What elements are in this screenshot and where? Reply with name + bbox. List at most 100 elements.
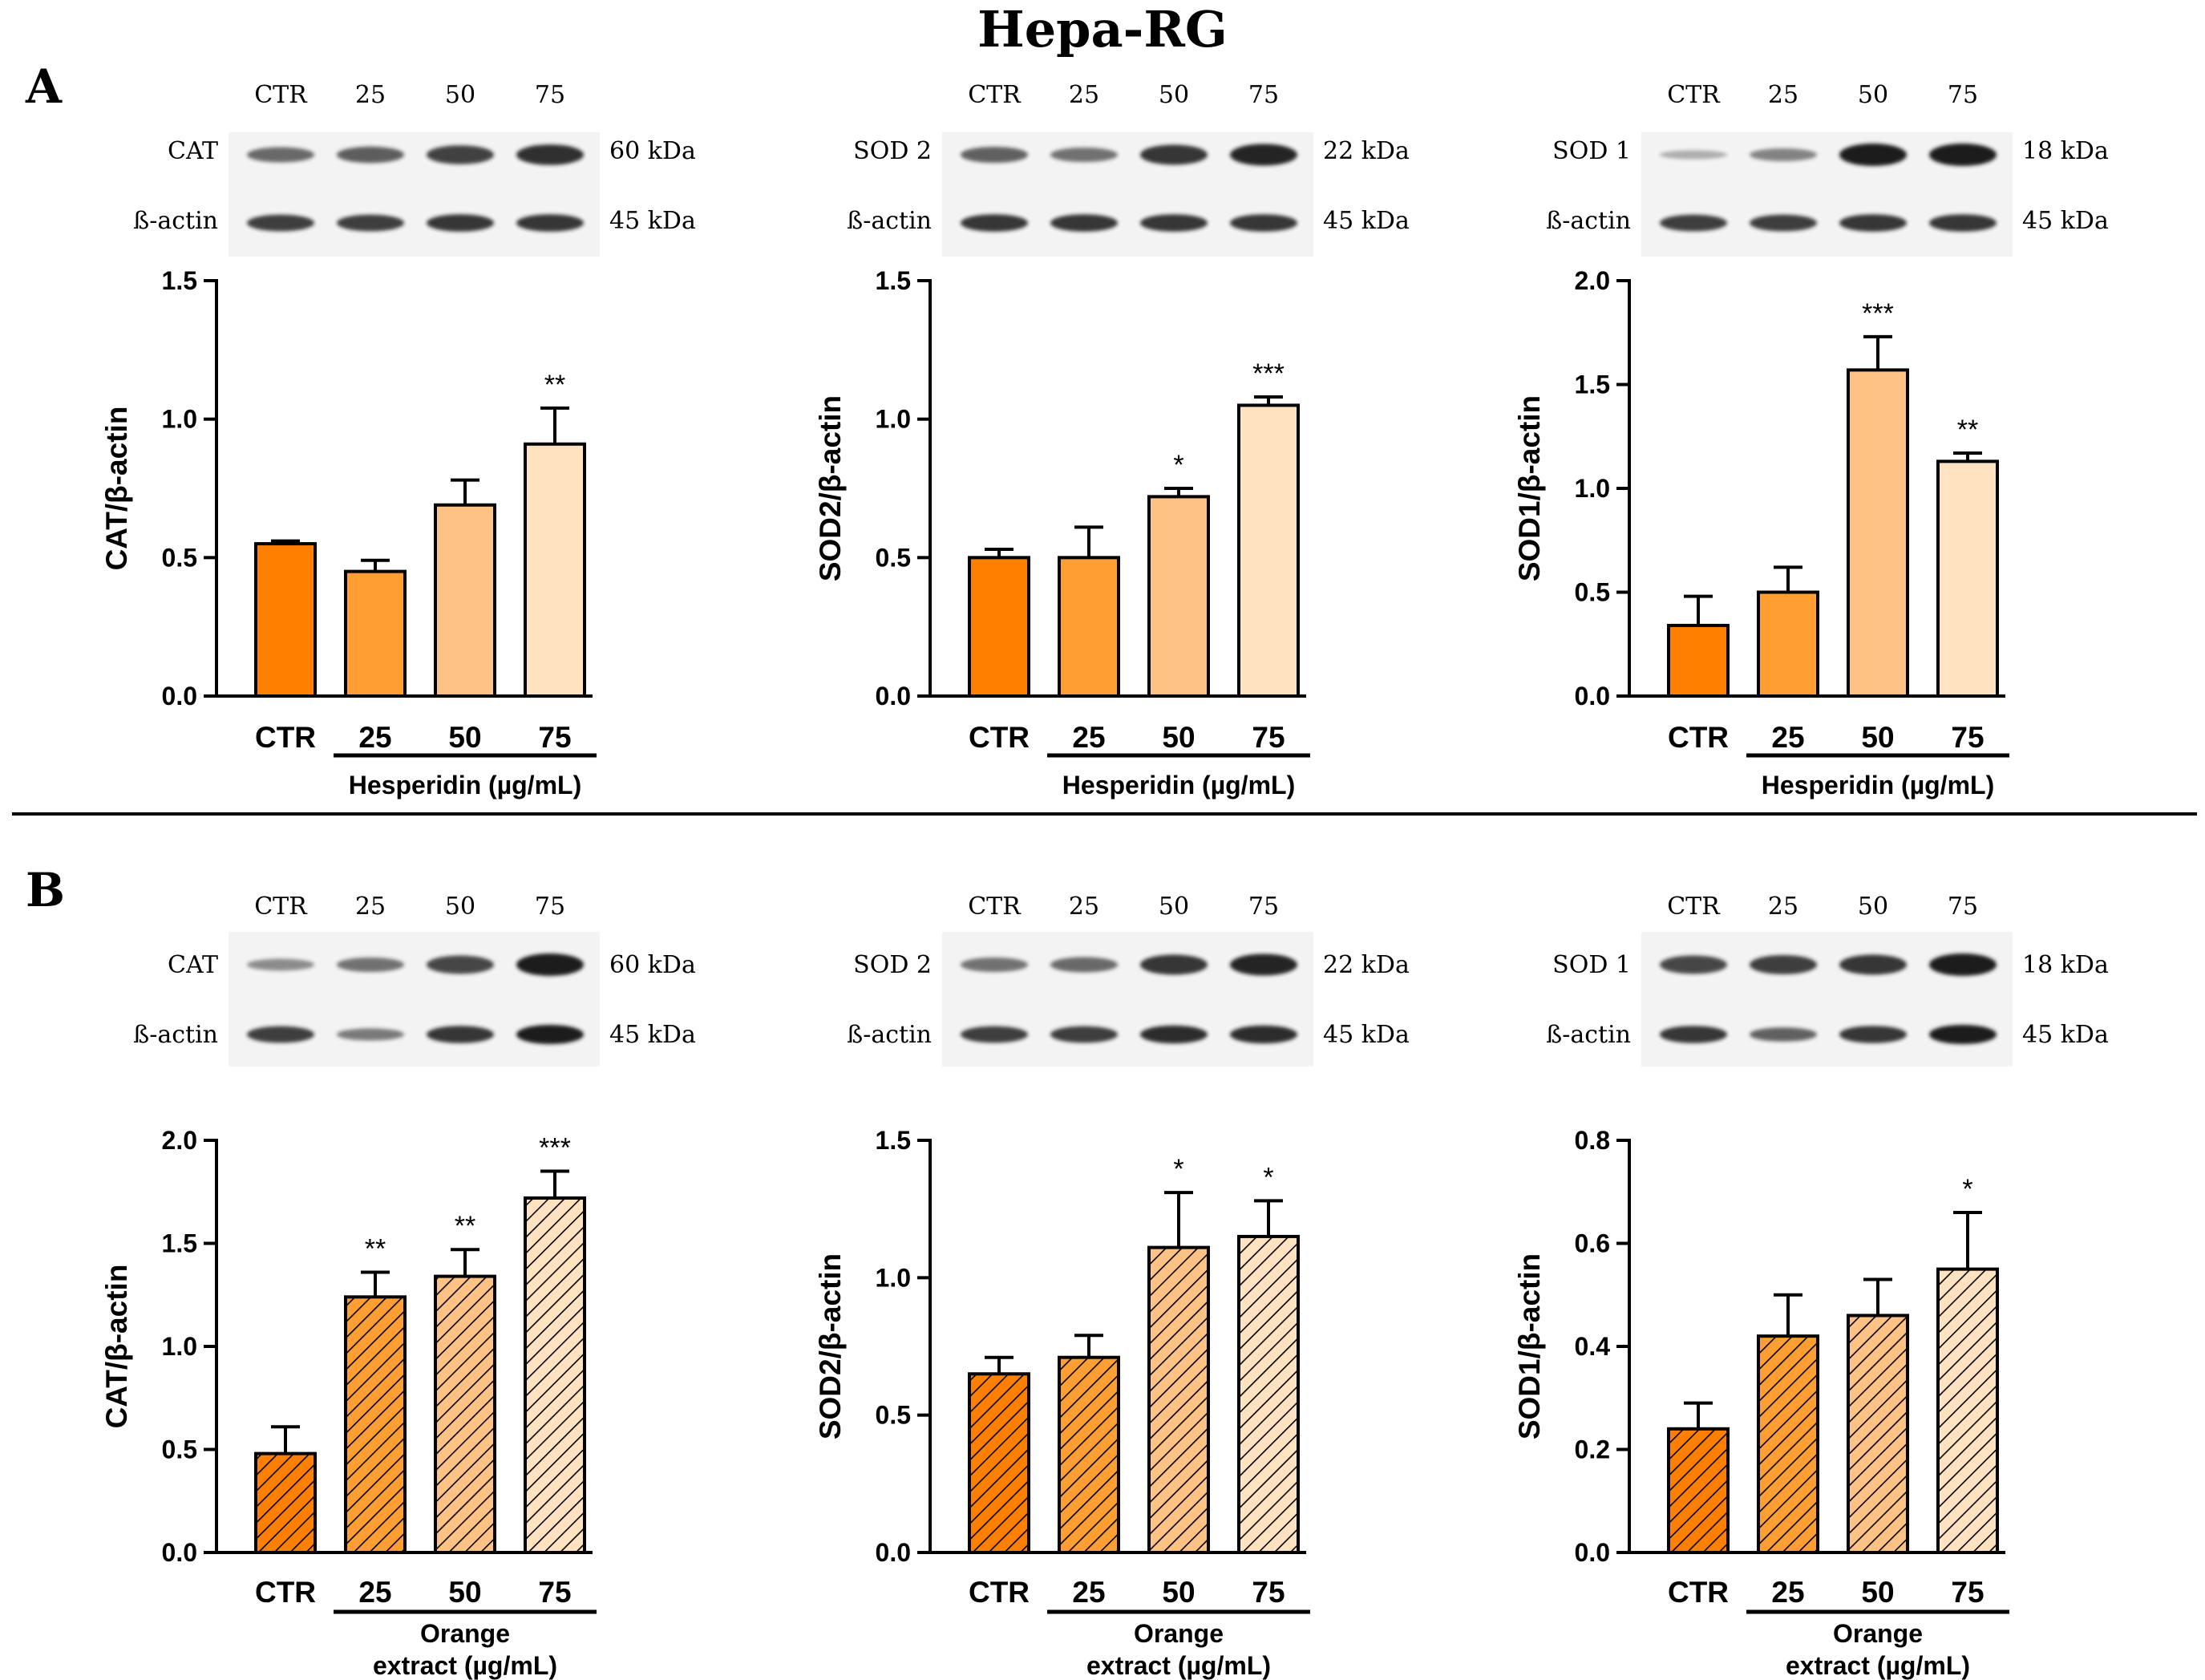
blot-band-loading — [1750, 1027, 1817, 1042]
blot-band-protein — [247, 958, 314, 971]
blot-protein-label: SOD 1 — [1552, 951, 1631, 979]
blot-band-protein — [1839, 954, 1907, 975]
y-tick-label: 0.0 — [876, 682, 911, 710]
panel-a-1-bar-chart: 0.0 0.5 1.0 1.5 CAT/β-actin ** CTR 25 50 75 Hesper… — [100, 266, 597, 800]
x-axis-title-line2: extract (µg/mL) — [373, 1651, 557, 1680]
blot-band-loading — [1839, 1026, 1907, 1043]
blot-lane-label: 25 — [1768, 81, 1798, 109]
bar-hatch — [1149, 1247, 1208, 1552]
blot-band-loading — [1660, 1026, 1727, 1043]
blot-lane-label: 75 — [1248, 81, 1279, 109]
panel-a-1-western-blot: CTR 25 50 75 CAT ß-actin 60 kDa 45 kDa — [133, 81, 696, 257]
blot-band-protein — [1140, 144, 1208, 165]
y-tick-label: 0.5 — [1575, 578, 1610, 607]
blot-band-protein — [516, 144, 584, 165]
bar — [346, 571, 405, 696]
y-tick-label: 2.0 — [1575, 266, 1610, 295]
blot-protein-kda: 22 kDa — [1323, 951, 1410, 979]
blot-protein-label: SOD 1 — [1552, 137, 1631, 165]
x-category-label: 75 — [1951, 721, 1984, 754]
blot-loading-kda: 45 kDa — [609, 1021, 696, 1049]
blot-loading-label: ß-actin — [847, 207, 932, 235]
panel-b-1: CTR 25 50 75 CAT ß-actin 60 kDa 45 kDa 0.0 0.5 1.0… — [100, 893, 696, 1680]
blot-protein-kda: 18 kDa — [2022, 137, 2109, 165]
blot-loading-label: ß-actin — [847, 1021, 932, 1049]
blot-band-protein — [1660, 150, 1727, 160]
x-category-label: 50 — [1861, 721, 1894, 754]
blot-band-loading — [516, 214, 584, 232]
bar — [969, 557, 1029, 696]
x-category-label: CTR — [255, 721, 316, 754]
y-tick-label: 0.5 — [162, 1435, 197, 1464]
blot-band-loading — [1050, 1026, 1118, 1043]
x-category-label: 25 — [358, 1576, 391, 1609]
y-tick-label: 1.0 — [876, 1263, 911, 1292]
blot-loading-label: ß-actin — [1546, 207, 1631, 235]
y-tick-label: 1.0 — [162, 1332, 197, 1361]
y-tick-label: 0.0 — [162, 682, 197, 710]
bar — [1239, 405, 1298, 696]
blot-lane-label: 75 — [1248, 893, 1279, 921]
blot-lane-label: 50 — [1159, 81, 1189, 109]
blot-band-protein — [427, 145, 494, 164]
y-tick-label: 0.6 — [1575, 1229, 1610, 1258]
y-axis-title: SOD1/β-actin — [1513, 1253, 1546, 1439]
bar-hatch — [346, 1297, 405, 1552]
bar — [525, 443, 585, 696]
panel-letter-a: A — [25, 59, 63, 114]
panel-b-3-bar-chart: 0.0 0.2 0.4 0.6 0.8 SOD1/β-actin * CTR 25 50 75 Ora… — [1513, 1126, 2009, 1680]
blot-band-protein — [1050, 957, 1118, 973]
x-category-label: 50 — [1162, 721, 1195, 754]
y-tick-label: 1.5 — [162, 266, 197, 295]
blot-band-loading — [427, 214, 494, 232]
y-axis-title: CAT/β-actin — [100, 407, 133, 571]
blot-lane-label: CTR — [1667, 81, 1721, 109]
x-axis-title: Orange — [1833, 1619, 1923, 1648]
y-tick-label: 0.0 — [162, 1538, 197, 1567]
blot-band-protein — [1839, 144, 1907, 166]
blot-band-loading — [1230, 1025, 1297, 1044]
y-tick-label: 0.0 — [1575, 1538, 1610, 1567]
blot-protein-kda: 60 kDa — [609, 137, 696, 165]
blot-protein-label: SOD 2 — [853, 137, 932, 165]
x-category-label: 75 — [538, 1576, 571, 1609]
blot-protein-label: SOD 2 — [853, 951, 932, 979]
y-tick-label: 0.2 — [1575, 1435, 1610, 1464]
x-axis-title: Hesperidin (µg/mL) — [1062, 771, 1295, 800]
x-category-label: 50 — [448, 1576, 481, 1609]
blot-lane-label: 25 — [1069, 893, 1099, 921]
x-category-label: CTR — [255, 1576, 316, 1609]
y-axis-title: SOD1/β-actin — [1513, 395, 1546, 581]
blot-band-protein — [1230, 144, 1297, 166]
x-axis-title-line2: extract (µg/mL) — [1786, 1651, 1970, 1680]
panel-a-2-western-blot: CTR 25 50 75 SOD 2 ß-actin 22 kDa 45 kDa — [847, 81, 1410, 257]
blot-band-loading — [337, 1028, 404, 1041]
bar — [256, 544, 315, 696]
panel-b-3-western-blot: CTR 25 50 75 SOD 1 ß-actin 18 kDa 45 kDa — [1546, 893, 2109, 1067]
y-tick-label: 0.0 — [1575, 682, 1610, 710]
y-tick-label: 1.0 — [1575, 474, 1610, 503]
blot-band-loading — [1230, 214, 1297, 232]
bar — [1669, 625, 1728, 696]
panel-letter-b: B — [26, 863, 65, 917]
y-tick-label: 0.8 — [1575, 1126, 1610, 1155]
blot-band-loading — [1929, 214, 1997, 232]
blot-lane-label: CTR — [968, 81, 1022, 109]
blot-lane-label: CTR — [254, 81, 308, 109]
blot-protein-kda: 22 kDa — [1323, 137, 1410, 165]
x-category-label: 75 — [538, 721, 571, 754]
x-axis-title: Orange — [420, 1619, 510, 1648]
bar-hatch — [1938, 1269, 1997, 1552]
blot-loading-label: ß-actin — [133, 207, 218, 235]
x-category-label: CTR — [969, 721, 1030, 754]
blot-loading-label: ß-actin — [133, 1021, 218, 1049]
x-axis-title-line2: extract (µg/mL) — [1086, 1651, 1271, 1680]
blot-band-loading — [1140, 214, 1208, 232]
blot-lane-label: 25 — [1768, 893, 1798, 921]
blot-lane-label: 75 — [535, 893, 565, 921]
bar — [435, 504, 495, 696]
blot-band-loading — [1929, 1025, 1997, 1044]
bar-hatch — [969, 1374, 1029, 1552]
